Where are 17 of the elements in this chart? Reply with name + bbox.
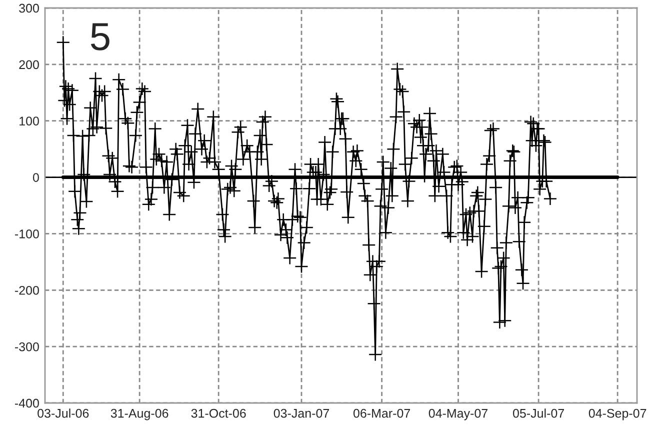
x-tick-label: 31-Oct-06 [191, 408, 246, 418]
y-tick-label: 100 [20, 116, 39, 126]
y-tick-label: -300 [14, 342, 39, 352]
y-tick-label: 0 [32, 173, 39, 182]
x-tick-label: 04-Sep-07 [588, 408, 646, 420]
x-tick-label: 03-Jan-07 [274, 408, 330, 418]
annotation: 5 [90, 23, 110, 50]
x-tick-label: 06-Mar-07 [353, 408, 410, 418]
y-tick-label: 200 [19, 60, 39, 70]
x-tick-label: 05-Jul-07 [512, 408, 564, 418]
y-tick-label: -100 [14, 230, 39, 238]
x-tick-label: 03-Jul-06 [38, 408, 89, 418]
y-tick-label: -200 [14, 286, 39, 295]
x-tick-label: 04-May-07 [428, 408, 488, 420]
y-tick-label: 300 [19, 4, 39, 13]
x-tick-label: 31-Aug-06 [110, 408, 168, 420]
y-tick-label: -400 [14, 398, 39, 408]
